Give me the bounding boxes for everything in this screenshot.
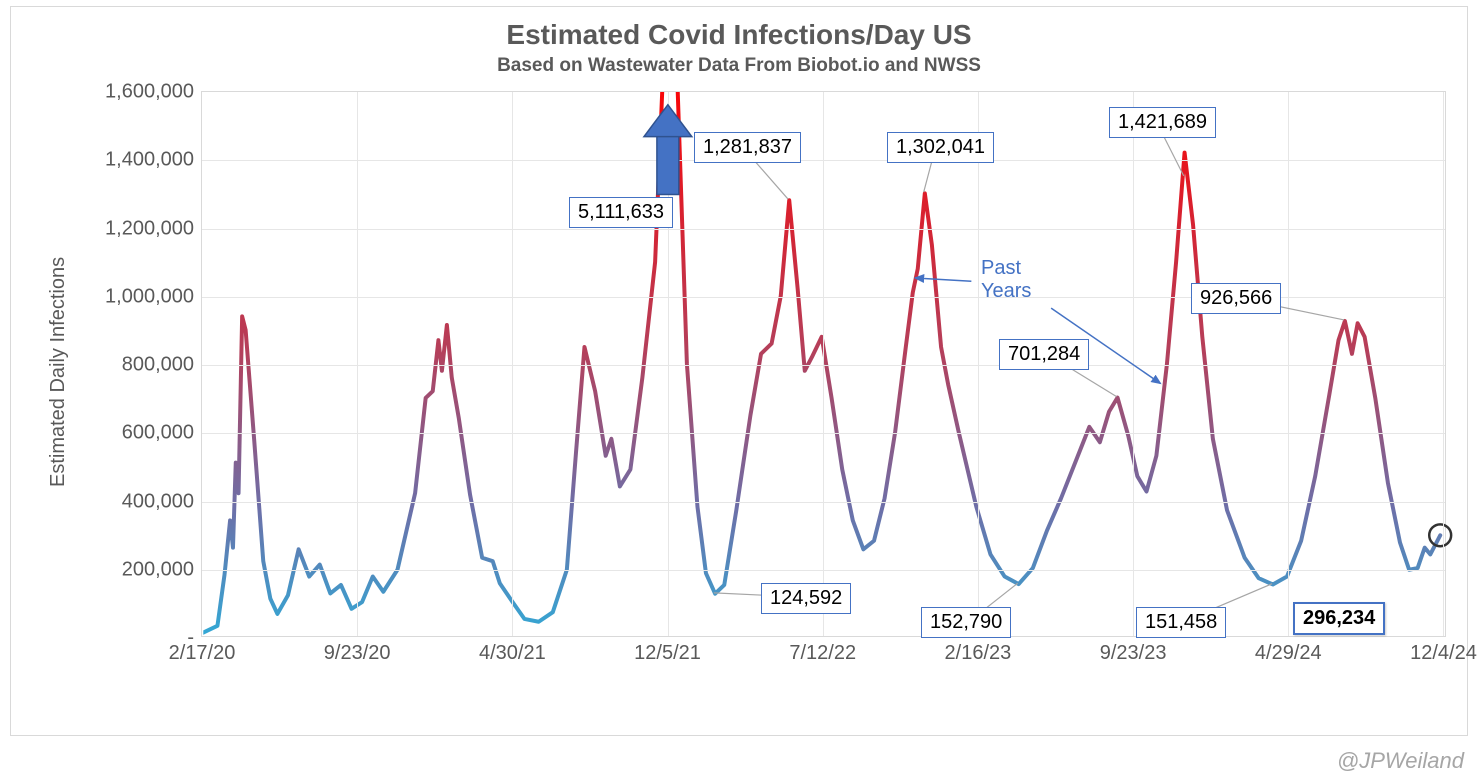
gridline-v <box>1288 92 1289 636</box>
gridline-v <box>823 92 824 636</box>
y-tick-label: 1,400,000 <box>105 149 194 172</box>
chart-title: Estimated Covid Infections/Day US <box>11 19 1467 51</box>
chart-subtitle: Based on Wastewater Data From Biobot.io … <box>11 55 1467 77</box>
x-tick-label: 12/5/21 <box>634 642 701 665</box>
value-callout: 1,281,837 <box>694 132 801 163</box>
y-axis-label: Estimated Daily Infections <box>47 257 70 487</box>
value-callout: 151,458 <box>1136 607 1226 638</box>
y-tick-label: 1,200,000 <box>105 217 194 240</box>
y-tick-label: 1,000,000 <box>105 285 194 308</box>
value-callout: 926,566 <box>1191 283 1281 314</box>
current-point-marker <box>1429 524 1451 546</box>
value-callout: 1,421,689 <box>1109 107 1216 138</box>
y-tick-label: 400,000 <box>122 490 194 513</box>
gridline-v <box>357 92 358 636</box>
y-tick-label: 800,000 <box>122 354 194 377</box>
value-callout: 1,302,041 <box>887 132 994 163</box>
attribution-text: @JPWeiland <box>1337 748 1464 774</box>
past-years-label: PastYears <box>981 257 1031 303</box>
x-tick-label: 4/30/21 <box>479 642 546 665</box>
x-tick-label: 2/16/23 <box>945 642 1012 665</box>
y-tick-label: 600,000 <box>122 422 194 445</box>
gridline-v <box>1133 92 1134 636</box>
value-callout: 701,284 <box>999 339 1089 370</box>
value-callout: 5,111,633 <box>569 197 673 228</box>
chart-frame: Estimated Covid Infections/Day US Based … <box>10 6 1468 736</box>
x-tick-label: 9/23/20 <box>324 642 391 665</box>
current-value-callout: 296,234 <box>1293 602 1385 635</box>
gridline-v <box>1443 92 1444 636</box>
value-callout: 124,592 <box>761 583 851 614</box>
plot-area: - 200,000 400,000 600,000 800,000 1,000,… <box>201 91 1446 637</box>
x-tick-label: 2/17/20 <box>169 642 236 665</box>
y-tick-label: 200,000 <box>122 558 194 581</box>
gridline-v <box>512 92 513 636</box>
gridline-v <box>668 92 669 636</box>
y-tick-label: 1,600,000 <box>105 81 194 104</box>
value-callout: 152,790 <box>921 607 1011 638</box>
x-tick-label: 9/23/23 <box>1100 642 1167 665</box>
x-tick-label: 7/12/22 <box>789 642 856 665</box>
x-tick-label: 4/29/24 <box>1255 642 1322 665</box>
gridline-v <box>978 92 979 636</box>
x-tick-label: 12/4/24 <box>1410 642 1477 665</box>
